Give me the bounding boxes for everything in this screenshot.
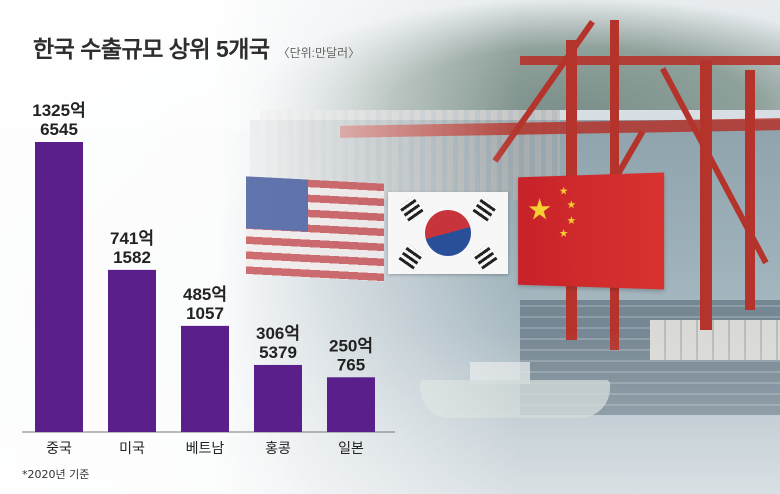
unit-label: 〈단위:만달러〉 [277,46,361,60]
value-label-line1: 250억 [329,336,373,355]
container-stack-white [650,320,780,360]
value-label-line2: 765 [337,355,365,374]
bar-0 [35,142,83,432]
value-label-line2: 6545 [40,120,78,139]
category-label: 홍콩 [265,441,291,457]
chart-title: 한국 수출규모 상위 5개국 [33,36,270,62]
chart-title-block: 한국 수출규모 상위 5개국 〈단위:만달러〉 [33,30,360,64]
korea-flag [388,192,508,274]
category-label: 중국 [46,441,72,457]
bar-4 [327,377,375,432]
value-label-line2: 1582 [113,248,151,267]
bar-1 [108,269,156,432]
taegeuk-symbol [425,210,471,256]
crane-leg [745,70,755,310]
bar-2 [181,325,229,432]
category-label: 일본 [338,441,364,457]
category-label: 베트남 [186,441,225,457]
value-label-line2: 1057 [186,304,224,323]
crane-beam [520,56,780,65]
category-label: 미국 [119,441,145,457]
value-label-line1: 485억 [183,285,227,304]
footnote: *2020년 기준 [22,468,90,481]
value-label-line1: 306억 [256,324,300,343]
value-label-line1: 741억 [110,229,154,248]
value-label-line1: 1325억 [32,101,85,120]
value-label-line2: 5379 [259,343,297,362]
bar-3 [254,364,302,432]
crane-leg [700,60,712,330]
